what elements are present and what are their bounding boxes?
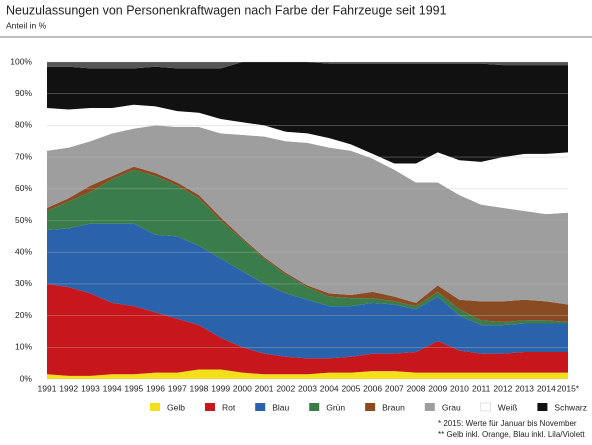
x-tick-label: 2006	[363, 383, 382, 393]
area	[47, 169, 568, 326]
legend-label: Grau	[442, 402, 461, 412]
x-tick-label: 1991	[38, 383, 57, 393]
legend-label: Braun	[382, 402, 405, 412]
x-tick-label: 1999	[211, 383, 230, 393]
y-tick-label: 80%	[15, 120, 32, 130]
area	[47, 62, 568, 69]
x-tick-label: 2012	[493, 383, 512, 393]
x-tick-label: 2009	[428, 383, 447, 393]
legend-label: Grün	[326, 402, 345, 412]
footnote: * 2015: Werte für Januar bis November	[438, 419, 577, 428]
x-tick-label: 2010	[450, 383, 469, 393]
y-tick-label: 10%	[15, 342, 32, 352]
y-tick-label: 40%	[15, 246, 32, 256]
area	[47, 125, 568, 305]
y-tick-label: 100%	[10, 56, 32, 66]
area	[47, 104, 568, 215]
legend-swatch	[537, 403, 548, 411]
legend-swatch	[365, 403, 376, 411]
x-tick-label: 2015*	[557, 383, 580, 393]
y-tick-label: 60%	[15, 183, 32, 193]
y-tick-label: 50%	[15, 215, 32, 225]
footnote: ** Gelb inkl. Orange, Blau inkl. Lila/Vi…	[438, 430, 585, 439]
y-tick-label: 30%	[15, 278, 32, 288]
legend-swatch	[480, 402, 492, 412]
x-tick-label: 1993	[81, 383, 100, 393]
area	[47, 166, 568, 322]
x-tick-label: 2002	[276, 383, 295, 393]
x-tick-label: 2003	[298, 383, 317, 393]
x-tick-label: 2011	[472, 383, 491, 393]
x-tick-label: 2000	[233, 383, 252, 393]
legend-label: Blau	[272, 402, 289, 412]
y-tick-label: 90%	[15, 88, 32, 98]
legend-label: Gelb	[167, 402, 185, 412]
legend-label: Schwarz	[554, 402, 587, 412]
legend-swatch	[150, 403, 160, 411]
y-tick-label: 20%	[15, 310, 32, 320]
y-tick-label: 70%	[15, 151, 32, 161]
x-tick-label: 1998	[189, 383, 208, 393]
chart-title: Neuzulassungen von Personenkraftwagen na…	[6, 3, 447, 17]
x-tick-label: 1994	[103, 383, 122, 393]
area	[47, 223, 568, 359]
x-tick-label: 2001	[255, 383, 274, 393]
legend-swatch	[255, 403, 266, 411]
x-tick-label: 2014	[537, 383, 556, 393]
chart-subtitle: Anteil in %	[6, 20, 47, 30]
legend-swatch	[424, 403, 435, 411]
x-tick-label: 1997	[168, 383, 187, 393]
x-tick-label: 1996	[146, 383, 165, 393]
y-tick-label: 0%	[20, 373, 33, 383]
area	[47, 283, 568, 376]
x-tick-label: 2013	[515, 383, 534, 393]
legend-label: Rot	[222, 402, 236, 412]
x-tick-label: 2008	[407, 383, 426, 393]
x-tick-label: 2005	[341, 383, 360, 393]
legend-swatch	[204, 403, 215, 411]
legend-label: Weiß	[498, 402, 518, 412]
legend-swatch	[309, 403, 320, 411]
x-tick-label: 1992	[59, 383, 78, 393]
x-tick-label: 2004	[320, 383, 339, 393]
area	[47, 62, 568, 164]
x-tick-label: 2007	[385, 383, 404, 393]
x-tick-label: 1995	[124, 383, 143, 393]
